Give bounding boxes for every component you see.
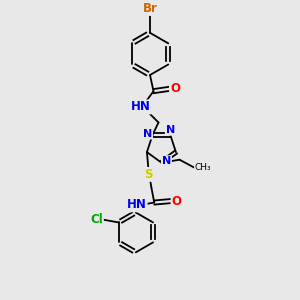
Text: HN: HN	[127, 198, 147, 212]
Text: N: N	[143, 129, 152, 139]
Text: O: O	[172, 195, 182, 208]
Text: N: N	[162, 156, 171, 166]
Text: CH₃: CH₃	[195, 164, 212, 172]
Text: Cl: Cl	[90, 213, 103, 226]
Text: S: S	[144, 168, 153, 181]
Text: HN: HN	[131, 100, 151, 113]
Text: Br: Br	[142, 2, 158, 15]
Text: O: O	[170, 82, 180, 95]
Text: N: N	[166, 125, 175, 135]
